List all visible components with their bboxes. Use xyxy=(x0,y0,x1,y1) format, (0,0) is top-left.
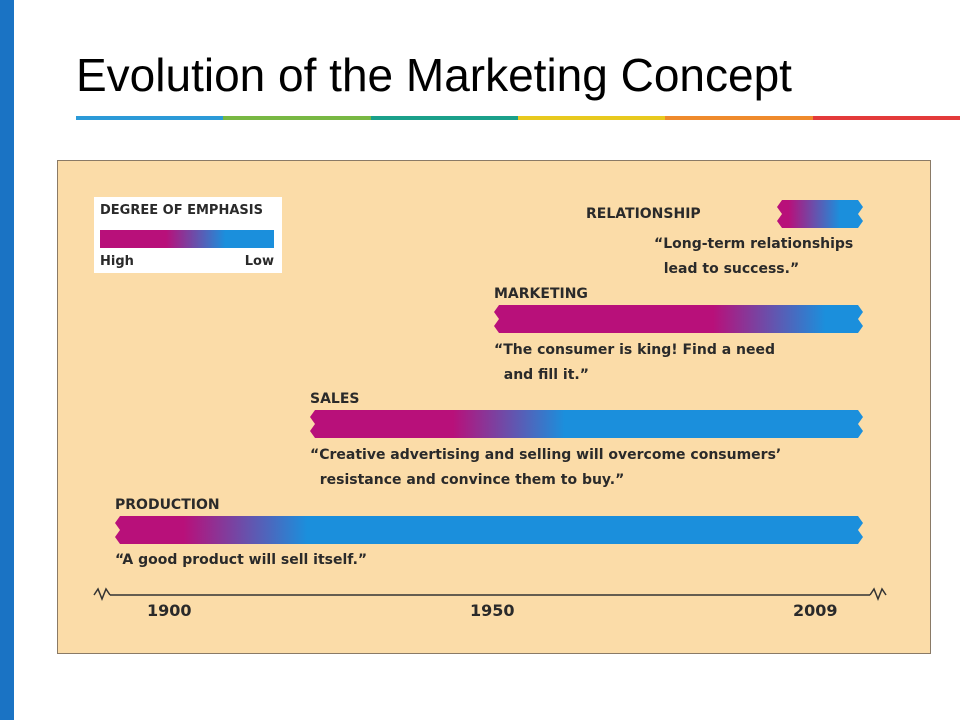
era-quote-production: “A good product will sell itself.” xyxy=(115,552,368,568)
rule-segment xyxy=(223,116,371,120)
rule-segment xyxy=(370,116,518,120)
axis-break-right xyxy=(869,587,887,602)
rule-segment xyxy=(76,116,224,120)
slide-accent-bar xyxy=(0,0,14,720)
timeline-year-2009: 2009 xyxy=(793,601,838,620)
era-label-marketing: MARKETING xyxy=(494,286,588,302)
rule-segment xyxy=(812,116,960,120)
slide-title: Evolution of the Marketing Concept xyxy=(76,49,792,101)
emphasis-legend: DEGREE OF EMPHASIS High Low xyxy=(94,197,282,273)
era-quote-sales: “Creative advertising and selling will o… xyxy=(310,447,782,488)
timeline-axis xyxy=(93,587,887,602)
era-label-sales: SALES xyxy=(310,391,360,407)
emphasis-bar-shape xyxy=(310,410,863,438)
legend-low-label: Low xyxy=(244,254,274,269)
era-quote-relationship: “Long-term relationships lead to success… xyxy=(654,236,854,277)
emphasis-bar-relationship xyxy=(777,200,863,228)
emphasis-bar-shape xyxy=(494,305,863,333)
legend-title: DEGREE OF EMPHASIS xyxy=(100,203,263,218)
rule-segment xyxy=(665,116,813,120)
timeline-year-1900: 1900 xyxy=(147,601,192,620)
emphasis-bar-production xyxy=(115,516,863,544)
emphasis-bar-shape xyxy=(777,200,863,228)
rule-segment xyxy=(517,116,666,120)
era-label-production: PRODUCTION xyxy=(115,497,220,513)
legend-gradient-bar xyxy=(100,230,274,248)
emphasis-bar-sales xyxy=(310,410,863,438)
era-label-relationship: RELATIONSHIP xyxy=(586,206,701,222)
emphasis-bar-marketing xyxy=(494,305,863,333)
timeline-year-1950: 1950 xyxy=(470,601,515,620)
axis-break-left xyxy=(93,587,111,602)
legend-high-label: High xyxy=(100,254,134,269)
era-quote-marketing: “The consumer is king! Find a need and f… xyxy=(494,342,776,383)
title-underline-rule xyxy=(76,116,960,120)
emphasis-bar-shape xyxy=(115,516,863,544)
